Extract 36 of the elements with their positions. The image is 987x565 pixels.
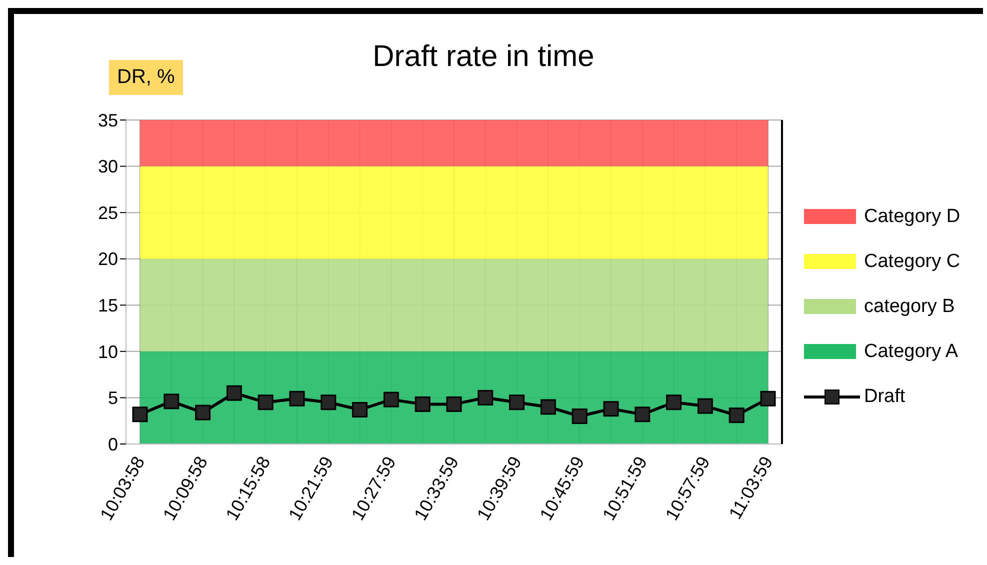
y-tick-label: 5: [108, 388, 118, 408]
y-tick-label: 25: [98, 202, 118, 223]
point: [728, 408, 744, 424]
legend-label: Draft: [864, 386, 906, 408]
point: [666, 394, 682, 410]
point: [572, 408, 588, 424]
point: [164, 394, 180, 410]
point: [509, 394, 525, 410]
y-tick-label: 35: [98, 110, 118, 130]
chart-title: Draft rate in time: [372, 40, 594, 73]
point: [478, 390, 494, 406]
point: [320, 394, 336, 410]
point: [258, 394, 274, 410]
point: [289, 390, 305, 406]
y-tick-label: 20: [98, 249, 118, 270]
legend-label: Category D: [864, 206, 960, 228]
point: [697, 398, 713, 414]
point: [540, 399, 556, 415]
y-tick-label: 0: [108, 434, 118, 454]
point: [132, 406, 148, 422]
y-tick-label: 15: [98, 296, 118, 316]
point: [226, 385, 242, 401]
y-tick-label: 30: [98, 156, 118, 177]
point: [446, 396, 462, 412]
legend-label: Category A: [864, 340, 958, 362]
y-tick-label: 10: [98, 342, 118, 362]
legend-label: category B: [864, 296, 955, 318]
point: [383, 392, 399, 408]
point: [634, 406, 650, 422]
point: [414, 396, 430, 412]
point: [760, 390, 776, 406]
point: [352, 402, 368, 418]
point: [195, 404, 211, 420]
legend-label: Category C: [864, 250, 960, 272]
point: [603, 401, 619, 417]
y-axis-title: DR, %: [109, 60, 183, 95]
